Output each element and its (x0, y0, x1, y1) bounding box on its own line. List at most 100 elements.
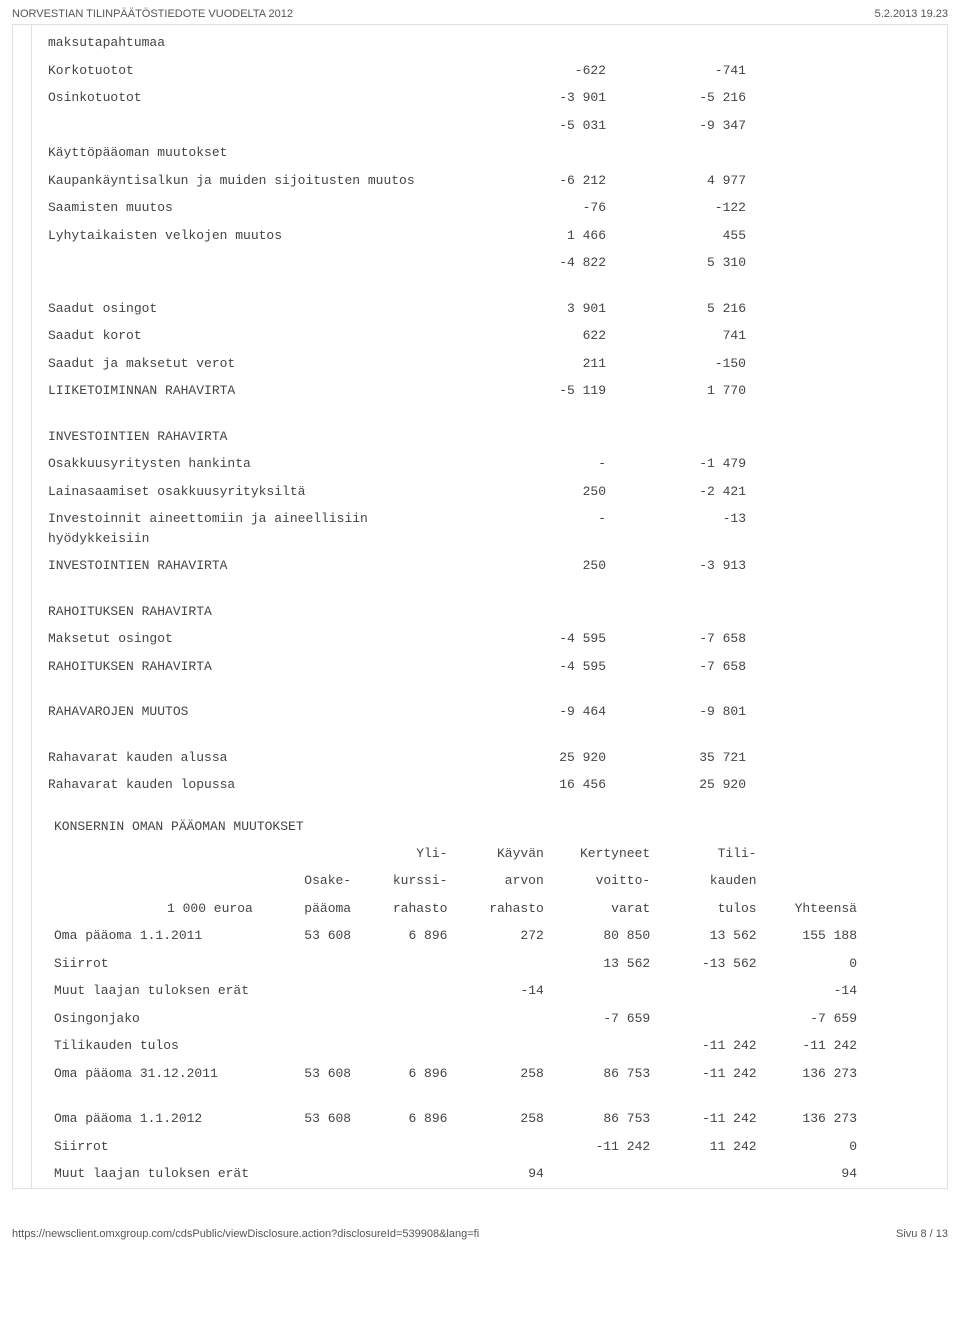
row-value-2 (612, 423, 752, 451)
row-label: RAHOITUKSEN RAHAVIRTA (42, 653, 472, 681)
table-row: INVESTOINTIEN RAHAVIRTA (42, 423, 935, 451)
row-value-1 (472, 423, 612, 451)
row-label: Oma pääoma 1.1.2011 (48, 922, 273, 950)
header-row: Yli-KäyvänKertyneetTili- (48, 840, 863, 868)
row-value-2 (612, 29, 752, 57)
row-label: Lainasaamiset osakkuusyrityksiltä (42, 478, 472, 506)
row-label: Investoinnit aineettomiin ja aineellisii… (42, 505, 472, 552)
footer-page: Sivu 8 / 13 (896, 1228, 948, 1240)
header-row: 1 000 euroapääomarahastorahastovarattulo… (48, 895, 863, 923)
table-row: Lyhytaikaisten velkojen muutos1 466455 (42, 222, 935, 250)
spacer-row (48, 1087, 863, 1105)
row-label: Kaupankäyntisalkun ja muiden sijoitusten… (42, 167, 472, 195)
row-value-5: 11 242 (656, 1133, 762, 1161)
row-value-2: -9 801 (612, 698, 752, 726)
row-value-5: -11 242 (656, 1105, 762, 1133)
row-value-2 (357, 1032, 453, 1060)
row-value-2 (612, 598, 752, 626)
row-value-1: -622 (472, 57, 612, 85)
row-value-3 (453, 1032, 549, 1060)
row-value-1 (273, 1005, 357, 1033)
row-label: Korkotuotot (42, 57, 472, 85)
row-value-1: 3 901 (472, 295, 612, 323)
row-label: Saamisten muutos (42, 194, 472, 222)
header-cell: 1 000 euroa (48, 895, 273, 923)
table-row: Saadut korot622741 (42, 322, 935, 350)
table-row: Saamisten muutos-76-122 (42, 194, 935, 222)
row-value-2: -7 658 (612, 625, 752, 653)
row-value-3: 258 (453, 1105, 549, 1133)
table-row: LIIKETOIMINNAN RAHAVIRTA-5 1191 770 (42, 377, 935, 405)
row-value-1: 622 (472, 322, 612, 350)
row-label: Saadut korot (42, 322, 472, 350)
header-cell (763, 840, 863, 868)
table-row: -5 031-9 347 (42, 112, 935, 140)
row-value-2: -9 347 (612, 112, 752, 140)
table-row: Maksetut osingot-4 595-7 658 (42, 625, 935, 653)
row-value-1: - (472, 505, 612, 552)
row-value-1 (273, 1032, 357, 1060)
header-cell (273, 840, 357, 868)
header-cell: Käyvän (453, 840, 549, 868)
row-value-1: 53 608 (273, 1060, 357, 1088)
row-value-1: 16 456 (472, 771, 612, 799)
row-value-4 (550, 977, 656, 1005)
table-row: Tilikauden tulos-11 242-11 242 (48, 1032, 863, 1060)
table-row: maksutapahtumaa (42, 29, 935, 57)
row-label: Oma pääoma 1.1.2012 (48, 1105, 273, 1133)
cashflow-table: maksutapahtumaaKorkotuotot-622-741Osinko… (42, 29, 935, 799)
row-value-2: 6 896 (357, 1105, 453, 1133)
row-value-2: -7 658 (612, 653, 752, 681)
row-value-3: 94 (453, 1160, 549, 1188)
row-value-2: 4 977 (612, 167, 752, 195)
row-value-2: -150 (612, 350, 752, 378)
row-label: Saadut osingot (42, 295, 472, 323)
table-row: Kaupankäyntisalkun ja muiden sijoitusten… (42, 167, 935, 195)
header-cell: rahasto (357, 895, 453, 923)
row-value-6: -14 (763, 977, 863, 1005)
header-cell: varat (550, 895, 656, 923)
table-row: Muut laajan tuloksen erät9494 (48, 1160, 863, 1188)
table-row: Käyttöpääoman muutokset (42, 139, 935, 167)
row-value-5 (656, 1005, 762, 1033)
row-value-2: -13 (612, 505, 752, 552)
row-value-6: 136 273 (763, 1060, 863, 1088)
row-value-2 (357, 1005, 453, 1033)
row-value-1: -4 822 (472, 249, 612, 277)
row-value-4 (550, 1160, 656, 1188)
row-label: INVESTOINTIEN RAHAVIRTA (42, 552, 472, 580)
row-value-2 (357, 977, 453, 1005)
table-row: INVESTOINTIEN RAHAVIRTA250-3 913 (42, 552, 935, 580)
row-value-5: -11 242 (656, 1060, 762, 1088)
row-value-1: -4 595 (472, 653, 612, 681)
header-cell: tulos (656, 895, 762, 923)
header-cell (48, 840, 273, 868)
row-value-4: -11 242 (550, 1133, 656, 1161)
header-cell: Yli- (357, 840, 453, 868)
row-label (42, 112, 472, 140)
row-value-1: -9 464 (472, 698, 612, 726)
row-value-1: 25 920 (472, 744, 612, 772)
row-value-5 (656, 1160, 762, 1188)
row-value-1: 53 608 (273, 922, 357, 950)
row-value-1: 1 466 (472, 222, 612, 250)
row-label: RAHAVAROJEN MUUTOS (42, 698, 472, 726)
equity-title: KONSERNIN OMAN PÄÄOMAN MUUTOKSET (42, 799, 935, 840)
table-row: Lainasaamiset osakkuusyrityksiltä250-2 4… (42, 478, 935, 506)
table-row: Oma pääoma 31.12.201153 6086 89625886 75… (48, 1060, 863, 1088)
row-value-1: -76 (472, 194, 612, 222)
row-value-4: 80 850 (550, 922, 656, 950)
header-cell: Kertyneet (550, 840, 656, 868)
row-value-6: 136 273 (763, 1105, 863, 1133)
header-cell: arvon (453, 867, 549, 895)
row-value-1: -5 031 (472, 112, 612, 140)
row-value-3 (453, 1005, 549, 1033)
row-label: maksutapahtumaa (42, 29, 472, 57)
row-value-4: 86 753 (550, 1105, 656, 1133)
header-row: Osake-kurssi-arvonvoitto-kauden (48, 867, 863, 895)
table-row: Osakkuusyritysten hankinta--1 479 (42, 450, 935, 478)
table-row: Investoinnit aineettomiin ja aineellisii… (42, 505, 935, 552)
row-label: Maksetut osingot (42, 625, 472, 653)
row-value-1 (472, 139, 612, 167)
header-cell: kurssi- (357, 867, 453, 895)
